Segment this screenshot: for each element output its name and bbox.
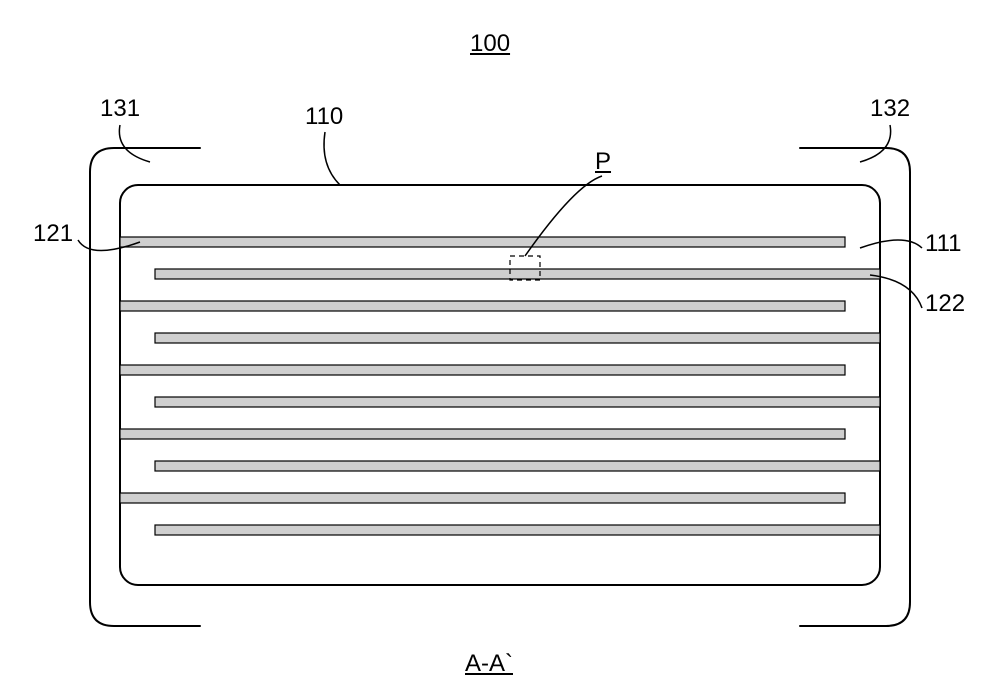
figure-number-label: 100	[470, 30, 510, 58]
section-label: A-A`	[465, 650, 513, 678]
electrode-layer	[155, 525, 880, 535]
ref-122-label: 122	[925, 290, 965, 318]
electrode-layer	[155, 269, 880, 279]
electrode-layer	[120, 365, 845, 375]
electrode-layer	[155, 461, 880, 471]
leader-line	[860, 125, 891, 162]
ref-132-label: 132	[870, 95, 910, 123]
cross-section-diagram	[0, 0, 1000, 696]
ref-110-label: 110	[305, 103, 343, 131]
ref-131-label: 131	[100, 95, 140, 123]
electrode-layer	[120, 493, 845, 503]
electrode-layer	[155, 333, 880, 343]
ref-111-label: 111	[925, 230, 961, 258]
electrode-layer	[155, 397, 880, 407]
leader-line	[324, 132, 340, 185]
electrode-layer	[120, 237, 845, 247]
ref-p-label: P	[595, 148, 611, 176]
ref-121-label: 121	[33, 220, 73, 248]
leader-line	[119, 125, 150, 162]
electrode-layer	[120, 429, 845, 439]
electrode-layer	[120, 301, 845, 311]
